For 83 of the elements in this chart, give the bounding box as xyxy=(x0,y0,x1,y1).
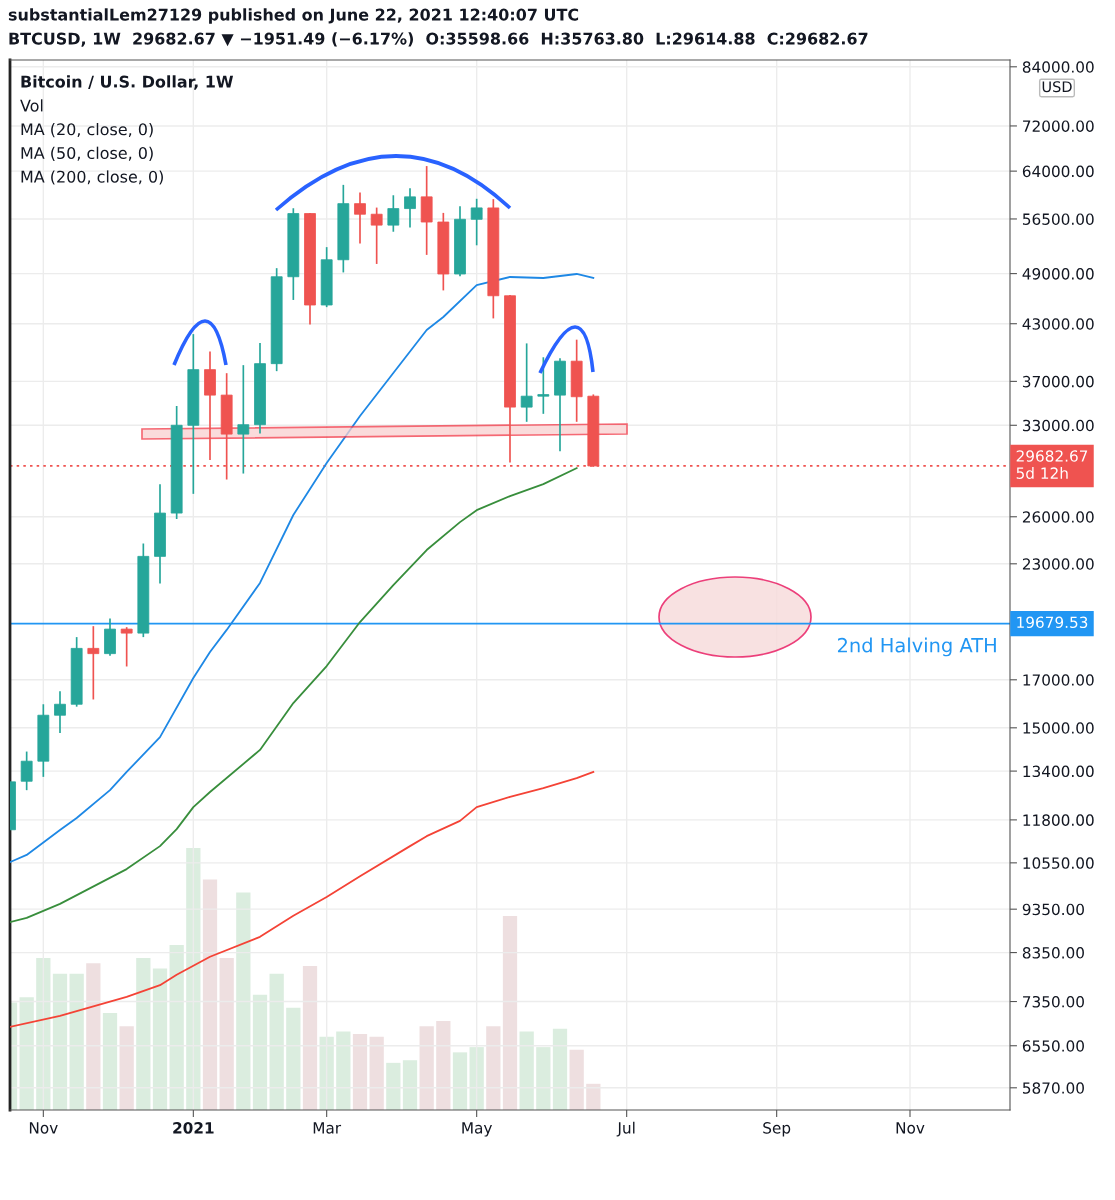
bar xyxy=(252,994,268,1110)
bar xyxy=(536,1047,551,1110)
bar xyxy=(452,1052,468,1110)
bar xyxy=(169,944,184,1110)
bar xyxy=(569,1049,584,1110)
annotation: MA (50, close, 0) xyxy=(21,146,153,161)
candlestick xyxy=(54,690,66,734)
y-tick-label: 64000.00 xyxy=(1022,165,1094,178)
chart-title: substantialLem27129 published on June 22, 2021 12:40:07 UTC xyxy=(8,8,579,24)
annotation: 2nd Halving ATH xyxy=(837,637,996,657)
candlestick xyxy=(370,206,383,265)
bar xyxy=(586,1083,601,1110)
line-series xyxy=(10,771,595,1028)
chart-subtitle: BTCUSD, 1W 29682.67 ▼ −1951.49 (−6.17%) O:35598.66 H:35763.80 L:29614.88 C:29682.67 xyxy=(9,32,868,47)
bar xyxy=(352,1034,368,1110)
line-series xyxy=(10,467,578,924)
annotation: MA (20, close, 0) xyxy=(21,122,153,138)
bar xyxy=(236,892,251,1110)
bar xyxy=(402,1060,418,1110)
x-tick-label: 2021 xyxy=(173,1122,214,1134)
y-tick-label: 13400.00 xyxy=(1023,765,1094,778)
candlestick xyxy=(20,750,33,792)
candlestick xyxy=(120,626,133,668)
bar xyxy=(552,1028,568,1110)
candlestick xyxy=(387,194,400,233)
bar xyxy=(336,1031,351,1110)
bar xyxy=(302,965,318,1110)
bar xyxy=(52,973,68,1110)
text: USD xyxy=(1042,81,1072,93)
candlestick xyxy=(470,197,483,247)
annotation: MA (200, close, 0) xyxy=(21,170,163,185)
x-tick-label: May xyxy=(462,1122,492,1137)
line-series xyxy=(10,273,595,864)
ref-line-label: 19679.53 xyxy=(1017,616,1088,629)
candlestick xyxy=(404,187,416,229)
bar xyxy=(69,973,84,1110)
bar xyxy=(369,1036,384,1110)
y-tick-label: 56500.00 xyxy=(1022,213,1094,225)
y-tick-label: 11800.00 xyxy=(1023,814,1094,826)
bar xyxy=(152,968,168,1110)
y-tick-label: 17000.00 xyxy=(1023,674,1094,686)
bar xyxy=(202,879,218,1110)
y-tick-label: 5870.00 xyxy=(1022,1082,1084,1094)
candlestick xyxy=(237,364,250,475)
bar xyxy=(86,963,101,1110)
candlestick xyxy=(537,356,550,415)
x-tick-label: Mar xyxy=(313,1122,342,1134)
bar xyxy=(219,958,234,1110)
y-tick-label: 37000.00 xyxy=(1022,375,1094,388)
legend-title: Bitcoin / U.S. Dollar, 1W xyxy=(21,75,234,90)
y-tick-label: 6550.00 xyxy=(1022,1040,1084,1052)
ref-line-label: 29682.67 5d 12h xyxy=(1016,450,1088,479)
y-tick-label: 33000.00 xyxy=(1022,419,1094,432)
bar xyxy=(102,1013,118,1110)
y-tick-label: 10550.00 xyxy=(1023,857,1094,869)
bar xyxy=(436,1020,451,1110)
candlestick xyxy=(354,191,366,245)
x-tick-label: Jul xyxy=(616,1121,635,1137)
bar xyxy=(502,916,518,1110)
candlestick xyxy=(87,625,100,701)
x-tick-label: Nov xyxy=(29,1122,58,1134)
bar xyxy=(136,958,151,1110)
bar xyxy=(119,1026,134,1110)
y-tick-label: 84000.00 xyxy=(1022,61,1094,73)
candlestick xyxy=(520,342,533,423)
bar xyxy=(486,1026,501,1110)
bar xyxy=(269,973,284,1110)
y-tick-label: 72000.00 xyxy=(1023,120,1094,132)
bar xyxy=(386,1062,401,1110)
y-tick-label: 8350.00 xyxy=(1022,947,1084,959)
annotation: Vol xyxy=(20,99,43,112)
bar xyxy=(419,1026,434,1110)
x-tick-label: Sep xyxy=(763,1122,791,1137)
y-tick-label: 7350.00 xyxy=(1023,995,1084,1008)
bar xyxy=(286,1007,301,1110)
y-tick-label: 15000.00 xyxy=(1023,722,1094,734)
x-tick-label: Nov xyxy=(896,1122,925,1134)
y-tick-label: 9350.00 xyxy=(1022,903,1084,916)
bar xyxy=(519,1031,534,1110)
y-tick-label: 26000.00 xyxy=(1022,511,1094,523)
y-tick-label: 43000.00 xyxy=(1022,318,1094,330)
y-tick-label: 49000.00 xyxy=(1022,268,1094,280)
y-tick-label: 23000.00 xyxy=(1022,558,1094,570)
